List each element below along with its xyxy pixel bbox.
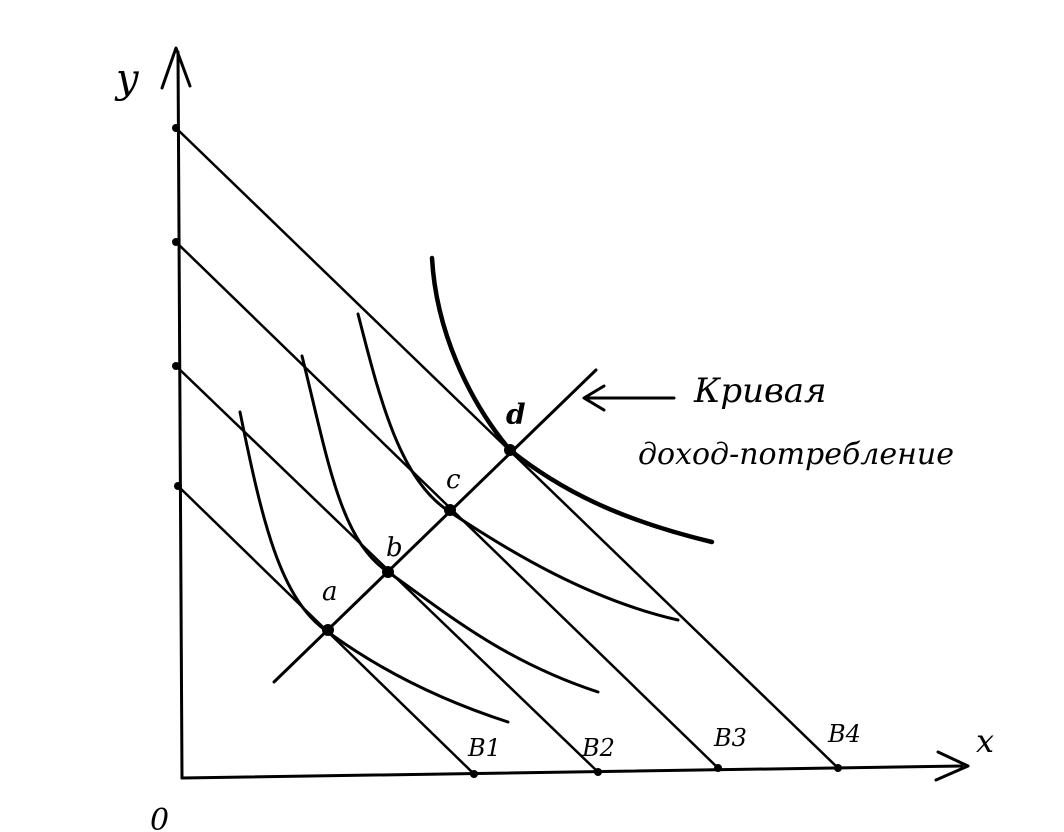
x-axis-label: x bbox=[976, 722, 994, 760]
point-b-dot bbox=[382, 566, 394, 578]
intercept-dot bbox=[172, 238, 180, 246]
intercept-dot bbox=[172, 362, 180, 370]
annotation-line-2: доход-потребление bbox=[638, 437, 954, 472]
origin-label: 0 bbox=[150, 803, 169, 832]
point-a-label: a bbox=[322, 577, 338, 607]
point-b-label: b bbox=[386, 533, 403, 563]
budget-label-b3: B3 bbox=[713, 724, 747, 752]
point-d-label: d bbox=[506, 398, 526, 431]
income-consumption-curve bbox=[272, 368, 598, 684]
budget-label-b1: B1 bbox=[467, 734, 501, 762]
annotation-arrowhead-icon bbox=[582, 384, 606, 412]
indifference-curve-4 bbox=[429, 255, 715, 545]
y-axis-label: y bbox=[114, 56, 140, 102]
y-axis-arrow-icon bbox=[160, 46, 192, 90]
point-c-label: c bbox=[446, 465, 461, 495]
budget-label-b2: B2 bbox=[581, 734, 615, 762]
point-d-dot bbox=[504, 444, 516, 456]
point-c-dot bbox=[444, 504, 456, 516]
x-axis bbox=[180, 764, 964, 780]
intercept-dot bbox=[594, 768, 602, 776]
point-a-dot bbox=[322, 624, 334, 636]
y-axis bbox=[176, 50, 184, 780]
budget-label-b4: B4 bbox=[827, 720, 861, 748]
intercept-dot bbox=[174, 482, 182, 490]
intercept-dots bbox=[172, 124, 842, 778]
x-axis-arrow-icon bbox=[934, 750, 970, 782]
intercept-dot bbox=[834, 764, 842, 772]
intercept-dot bbox=[714, 764, 722, 772]
annotation-line-1: Кривая bbox=[693, 371, 827, 411]
intercept-dot bbox=[470, 770, 478, 778]
intercept-dot bbox=[172, 124, 180, 132]
tangency-points bbox=[322, 444, 516, 636]
